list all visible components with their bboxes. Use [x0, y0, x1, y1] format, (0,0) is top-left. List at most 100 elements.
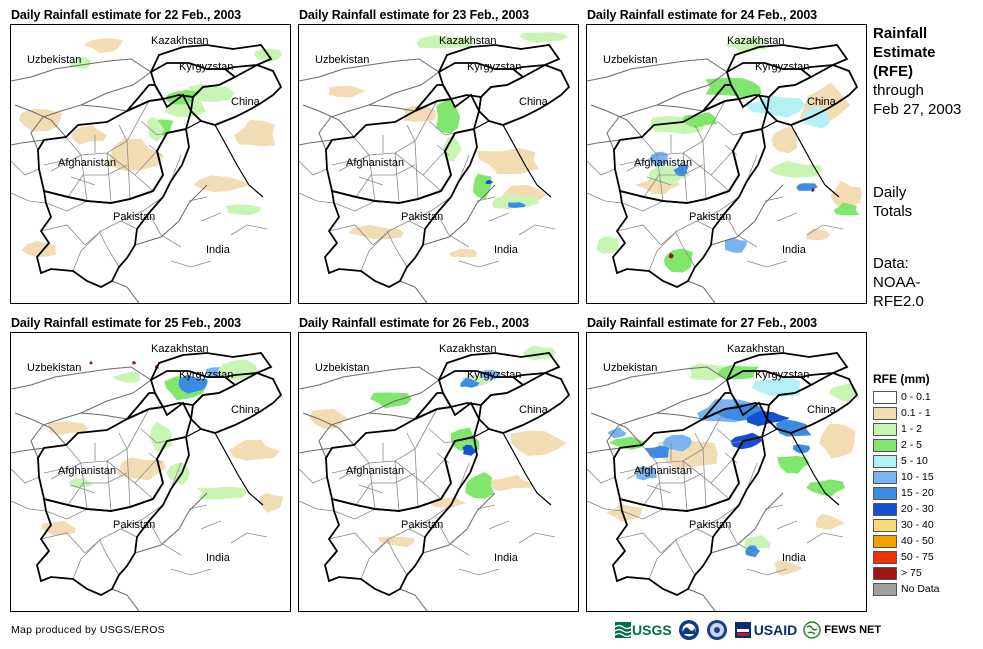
- rainfall-area: [217, 359, 259, 381]
- rainfall-area: [682, 112, 718, 129]
- side-title: Rainfall Estimate (RFE) through Feb 27, …: [873, 24, 961, 119]
- india-label: India: [206, 244, 231, 256]
- district-boundary: [406, 432, 416, 450]
- uzbekistan-label: Uzbekistan: [603, 362, 657, 374]
- legend-swatch: [873, 582, 897, 596]
- district-boundary: [674, 538, 696, 576]
- district-boundary: [353, 408, 438, 464]
- china-outline: [766, 372, 859, 434]
- district-boundary: [776, 520, 798, 530]
- map-panel-27: Daily Rainfall estimate for 27 Feb., 200…: [586, 316, 876, 628]
- country-border: [299, 447, 333, 454]
- district-boundary: [299, 160, 328, 176]
- china-label: China: [231, 404, 261, 416]
- tajikistan-outline: [702, 84, 741, 112]
- rainfall-area: [510, 430, 567, 456]
- country-border: [368, 71, 440, 106]
- district-boundary: [200, 520, 222, 530]
- kazakhstan-label: Kazakhstan: [439, 343, 496, 355]
- kazakhstan-label: Kazakhstan: [727, 35, 784, 47]
- country-border: [299, 366, 440, 390]
- district-boundary: [694, 432, 704, 450]
- country-border: [422, 492, 496, 554]
- afghanistan-label: Afghanistan: [634, 157, 692, 169]
- district-boundary: [619, 159, 643, 166]
- kyrgyzstan-label: Kyrgyzstan: [179, 369, 233, 381]
- uzbekistan-label: Uzbekistan: [315, 54, 369, 66]
- district-boundary: [331, 159, 355, 166]
- country-border: [587, 447, 621, 454]
- district-boundary: [230, 224, 268, 236]
- district-boundary: [724, 212, 758, 248]
- district-boundary: [394, 152, 400, 204]
- district-boundary: [230, 532, 268, 544]
- rainfall-area: [449, 248, 477, 258]
- district-boundary: [746, 260, 788, 268]
- india-label: India: [494, 244, 519, 256]
- kazakhstan-border: [438, 352, 561, 381]
- kazakhstan-label: Kazakhstan: [151, 343, 208, 355]
- district-boundary: [488, 520, 510, 530]
- country-border: [80, 379, 152, 414]
- rainfall-area: [70, 125, 107, 145]
- district-boundary: [406, 124, 416, 142]
- rainfall-map-24: Kazakhstan Uzbekistan Kyrgyzstan China Afgha…: [586, 24, 867, 304]
- country-border: [587, 366, 728, 390]
- district-boundary: [67, 164, 128, 198]
- district-boundary: [587, 160, 616, 176]
- district-boundary: [65, 408, 150, 464]
- rainfall-area: [146, 116, 165, 142]
- district-boundary: [716, 428, 744, 444]
- legend-label: 15 - 20: [901, 487, 934, 499]
- legend-swatch: [873, 406, 897, 420]
- district-boundary: [408, 528, 426, 538]
- kazakhstan-border: [150, 44, 273, 73]
- legend-item: 10 - 15: [873, 469, 940, 485]
- map-svg: Kazakhstan Uzbekistan Kyrgyzstan China Afgha…: [11, 343, 284, 611]
- district-boundary: [674, 230, 696, 268]
- fews-net-text: FEWS NET: [824, 624, 882, 636]
- rainfall-area: [89, 361, 93, 365]
- district-boundary: [200, 212, 222, 222]
- district-boundary: [643, 472, 704, 506]
- rainfall-area: [188, 84, 235, 102]
- rainfall-area: [806, 479, 846, 497]
- district-boundary: [70, 484, 96, 494]
- district-boundary: [436, 144, 450, 156]
- rainfall-area: [111, 371, 141, 383]
- rainfall-area: [465, 472, 495, 499]
- district-boundary: [458, 154, 470, 182]
- legend-item: 50 - 75: [873, 549, 940, 565]
- district-boundary: [716, 120, 744, 136]
- kazakhstan-border: [438, 44, 561, 73]
- district-boundary: [355, 164, 416, 198]
- district-boundary: [616, 224, 662, 246]
- district-boundary: [148, 452, 162, 464]
- totals-line: Totals: [873, 203, 913, 220]
- district-boundary: [11, 160, 40, 176]
- china-outline: [190, 372, 283, 434]
- country-border: [687, 588, 716, 611]
- rainfall-area: [83, 38, 124, 53]
- india-label: India: [206, 552, 231, 564]
- usgs-logo: USGS: [615, 622, 672, 638]
- rainfall-area: [833, 202, 860, 216]
- district-boundary: [118, 124, 128, 142]
- country-border: [656, 71, 728, 106]
- country-border: [710, 492, 784, 554]
- rainfall-area: [663, 248, 693, 273]
- pakistan-outline: [36, 435, 190, 596]
- afghanistan-label: Afghanistan: [634, 465, 692, 477]
- rainfall-map-23: Kazakhstan Uzbekistan Kyrgyzstan China Afgha…: [298, 24, 579, 304]
- country-border: [30, 104, 128, 151]
- district-boundary: [120, 220, 138, 230]
- rainfall-area: [811, 188, 815, 192]
- panel-title: Daily Rainfall estimate for 26 Feb., 200…: [299, 316, 530, 330]
- legend-label: 10 - 15: [901, 471, 934, 483]
- legend-label: No Data: [901, 583, 940, 595]
- rainfall-area: [258, 492, 284, 513]
- tajikistan-outline: [414, 84, 453, 112]
- district-boundary: [710, 482, 730, 500]
- country-border: [11, 447, 45, 454]
- district-boundary: [338, 154, 370, 172]
